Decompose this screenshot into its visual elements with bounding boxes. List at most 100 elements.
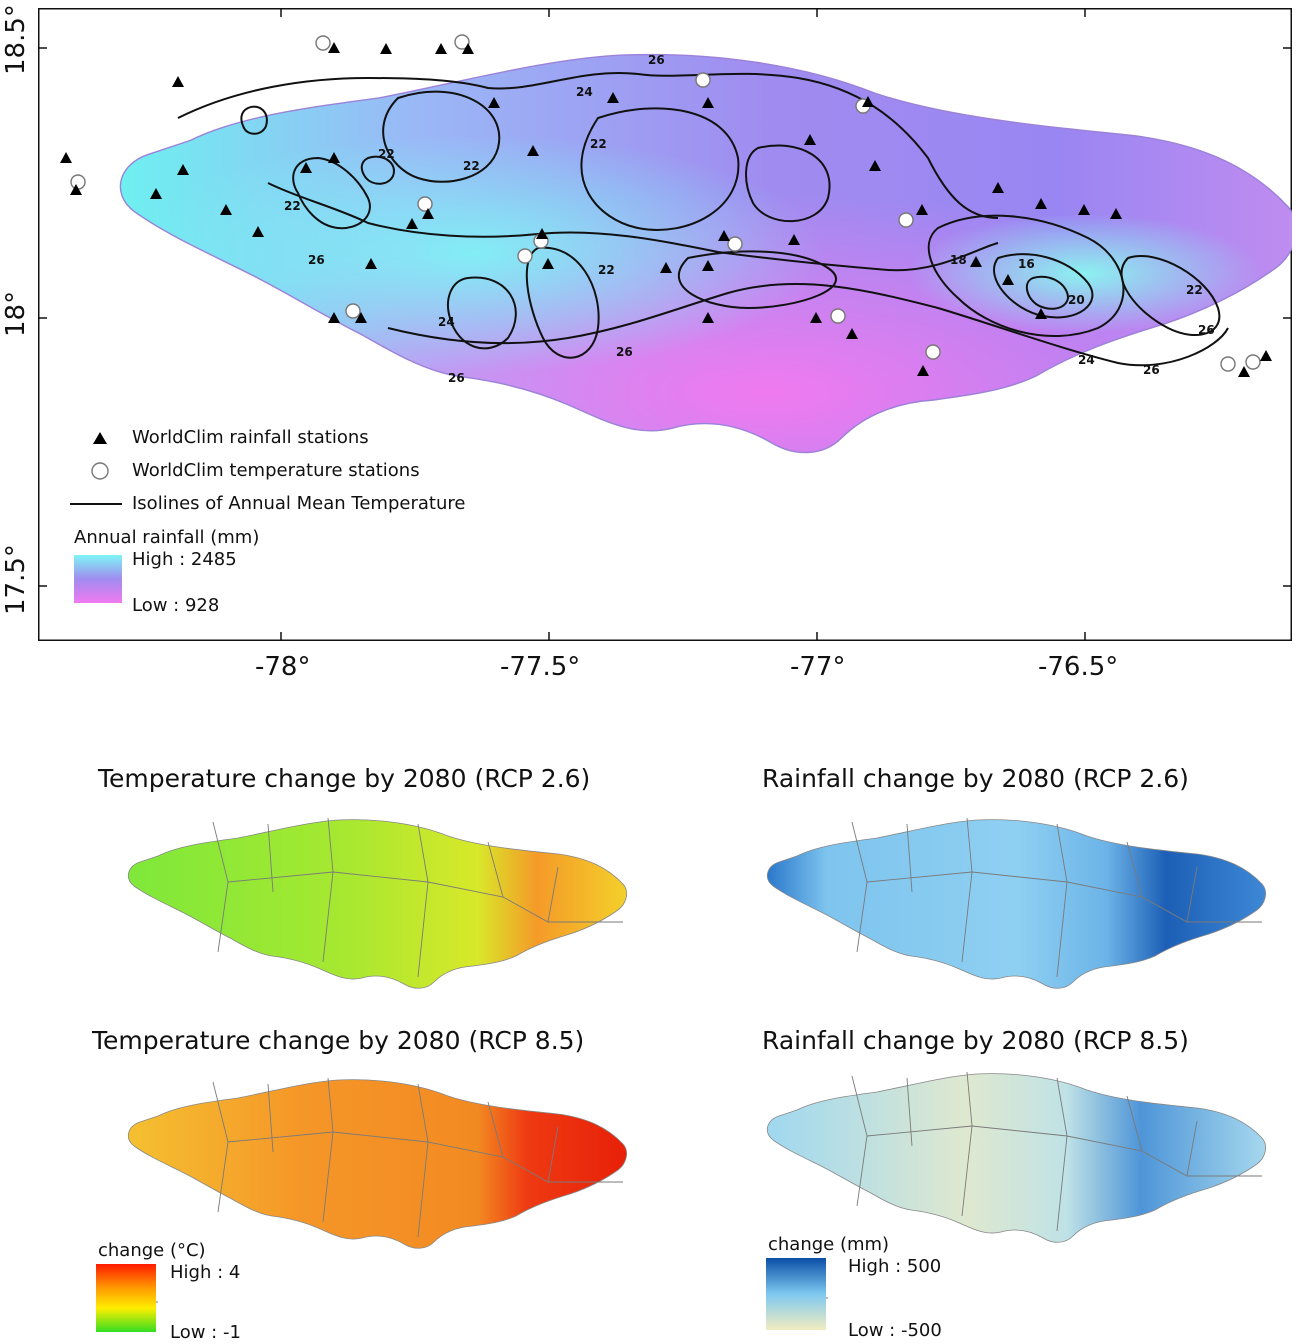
temperature-station-marker <box>898 212 914 228</box>
longitude-tick-label: -78° <box>255 652 311 682</box>
rainfall-station-marker <box>435 43 447 54</box>
main-map-canvas: 26 24 22 22 22 22 26 24 26 22 20 18 16 2… <box>38 8 1292 641</box>
isoline-label: 24 <box>438 315 455 329</box>
panel-title-rain-rcp85: Rainfall change by 2080 (RCP 8.5) <box>762 1026 1189 1055</box>
map-rain-rcp26 <box>766 817 1267 989</box>
rain-colorbar <box>766 1258 828 1330</box>
rainfall-station-marker <box>462 43 474 54</box>
rainfall-station-marker <box>660 262 672 273</box>
longitude-tick-label: -77.5° <box>500 652 581 682</box>
legend-isolines: Isolines of Annual Mean Temperature <box>132 493 466 514</box>
axis-ticks <box>38 8 1292 641</box>
isoline-label: 20 <box>1068 293 1085 307</box>
rainfall-station-marker <box>804 134 816 145</box>
rainfall-station-marker <box>1035 198 1047 209</box>
temperature-station-marker <box>517 248 533 264</box>
longitude-tick-label: -76.5° <box>1038 652 1119 682</box>
longitude-tick-label: -77° <box>790 652 846 682</box>
isoline-label: 22 <box>598 263 615 277</box>
rainfall-station-marker <box>702 260 714 271</box>
rainfall-station-marker <box>536 228 548 239</box>
rainfall-station-marker <box>150 188 162 199</box>
map-rain-rcp85 <box>766 1071 1267 1243</box>
parish-boundaries <box>212 817 623 978</box>
legend-temperature-stations: WorldClim temperature stations <box>132 460 420 481</box>
isoline-label: 22 <box>284 199 301 213</box>
temperature-station-marker <box>727 236 743 252</box>
rainfall-station-marker <box>300 162 312 173</box>
rainfall-station-marker <box>1078 204 1090 215</box>
isoline-label: 22 <box>463 159 480 173</box>
rainfall-station-marker <box>488 97 500 108</box>
isoline-labels: 26 24 22 22 22 22 26 24 26 22 20 18 16 2… <box>284 53 1215 385</box>
isoline-label: 22 <box>378 147 395 161</box>
rainfall-station-marker <box>172 76 184 87</box>
isoline-label: 24 <box>576 85 593 99</box>
rainfall-station-marker <box>810 312 822 323</box>
parish-boundaries <box>212 1077 623 1238</box>
map-temp-rcp85 <box>127 1077 628 1249</box>
rainfall-station-marker <box>862 96 874 107</box>
rainfall-station-marker <box>365 258 377 269</box>
isoline-label: 22 <box>1186 283 1203 297</box>
rainfall-station-marker <box>355 312 367 323</box>
temperature-isolines <box>177 72 1229 367</box>
rainfall-station-marker <box>869 160 881 171</box>
temperature-station-marker <box>1245 354 1261 370</box>
rainfall-station-marker <box>60 152 72 163</box>
rainfall-station-marker <box>328 152 340 163</box>
colorbar-low-label: Low : 928 <box>132 595 220 616</box>
rainfall-station-marker <box>1238 366 1250 377</box>
temperature-station-marker <box>417 196 433 212</box>
temperature-station-marker <box>925 344 941 360</box>
rainfall-station-marker <box>702 97 714 108</box>
rainfall-station-marker <box>1002 274 1014 285</box>
temp-colorbar-high: High : 4 <box>170 1262 241 1283</box>
colorbar-title: Annual rainfall (mm) <box>74 527 260 548</box>
isoline-label: 26 <box>616 345 633 359</box>
temperature-station-marker <box>315 35 331 51</box>
rainfall-station-marker <box>406 218 418 229</box>
isoline-label: 16 <box>1018 257 1035 271</box>
temperature-station-marker <box>695 72 711 88</box>
latitude-tick-label: 17.5° <box>1 544 31 615</box>
rainfall-station-marker <box>380 43 392 54</box>
rainfall-station-marker <box>527 145 539 156</box>
rainfall-station-marker <box>220 204 232 215</box>
rainfall-station-marker <box>422 208 434 219</box>
legend-rainfall-stations: WorldClim rainfall stations <box>132 427 369 448</box>
rainfall-station-marker <box>917 365 929 376</box>
rainfall-station-marker <box>788 234 800 245</box>
rainfall-station-marker <box>177 164 189 175</box>
rain-colorbar-title: change (mm) <box>768 1234 890 1255</box>
rain-colorbar-high: High : 500 <box>848 1256 942 1277</box>
rainfall-station-marker <box>70 184 82 195</box>
rainfall-station-marker <box>846 328 858 339</box>
isoline-label: 26 <box>648 53 665 67</box>
rainfall-station-marker <box>1110 208 1122 219</box>
temperature-station-marker <box>454 34 470 50</box>
temperature-station-marker <box>345 303 361 319</box>
isoline-label: 26 <box>308 253 325 267</box>
isoline-label: 22 <box>590 137 607 151</box>
colorbar-high-label: High : 2485 <box>132 549 237 570</box>
rainfall-station-marker <box>916 204 928 215</box>
annual-rainfall-colorbar <box>74 555 122 603</box>
parish-boundaries <box>851 1071 1262 1232</box>
isoline-label: 26 <box>1143 363 1160 377</box>
rainfall-station-marker <box>970 256 982 267</box>
rainfall-station-marker <box>1035 308 1047 319</box>
map-temp-rcp26 <box>127 817 628 989</box>
parish-boundaries <box>851 817 1262 978</box>
temperature-station-marker <box>70 174 86 190</box>
temperature-station-marker <box>1220 356 1236 372</box>
temperature-station-marker <box>830 308 846 324</box>
main-map: 26 24 22 22 22 22 26 24 26 22 20 18 16 2… <box>38 8 1292 641</box>
temperature-stations <box>70 34 1261 372</box>
isoline-label: 26 <box>448 371 465 385</box>
rainfall-station-marker <box>718 230 730 241</box>
rain-colorbar-low: Low : -500 <box>848 1320 942 1341</box>
temp-colorbar <box>96 1264 158 1332</box>
isoline-label: 26 <box>1198 323 1215 337</box>
temp-colorbar-low: Low : -1 <box>170 1322 241 1343</box>
